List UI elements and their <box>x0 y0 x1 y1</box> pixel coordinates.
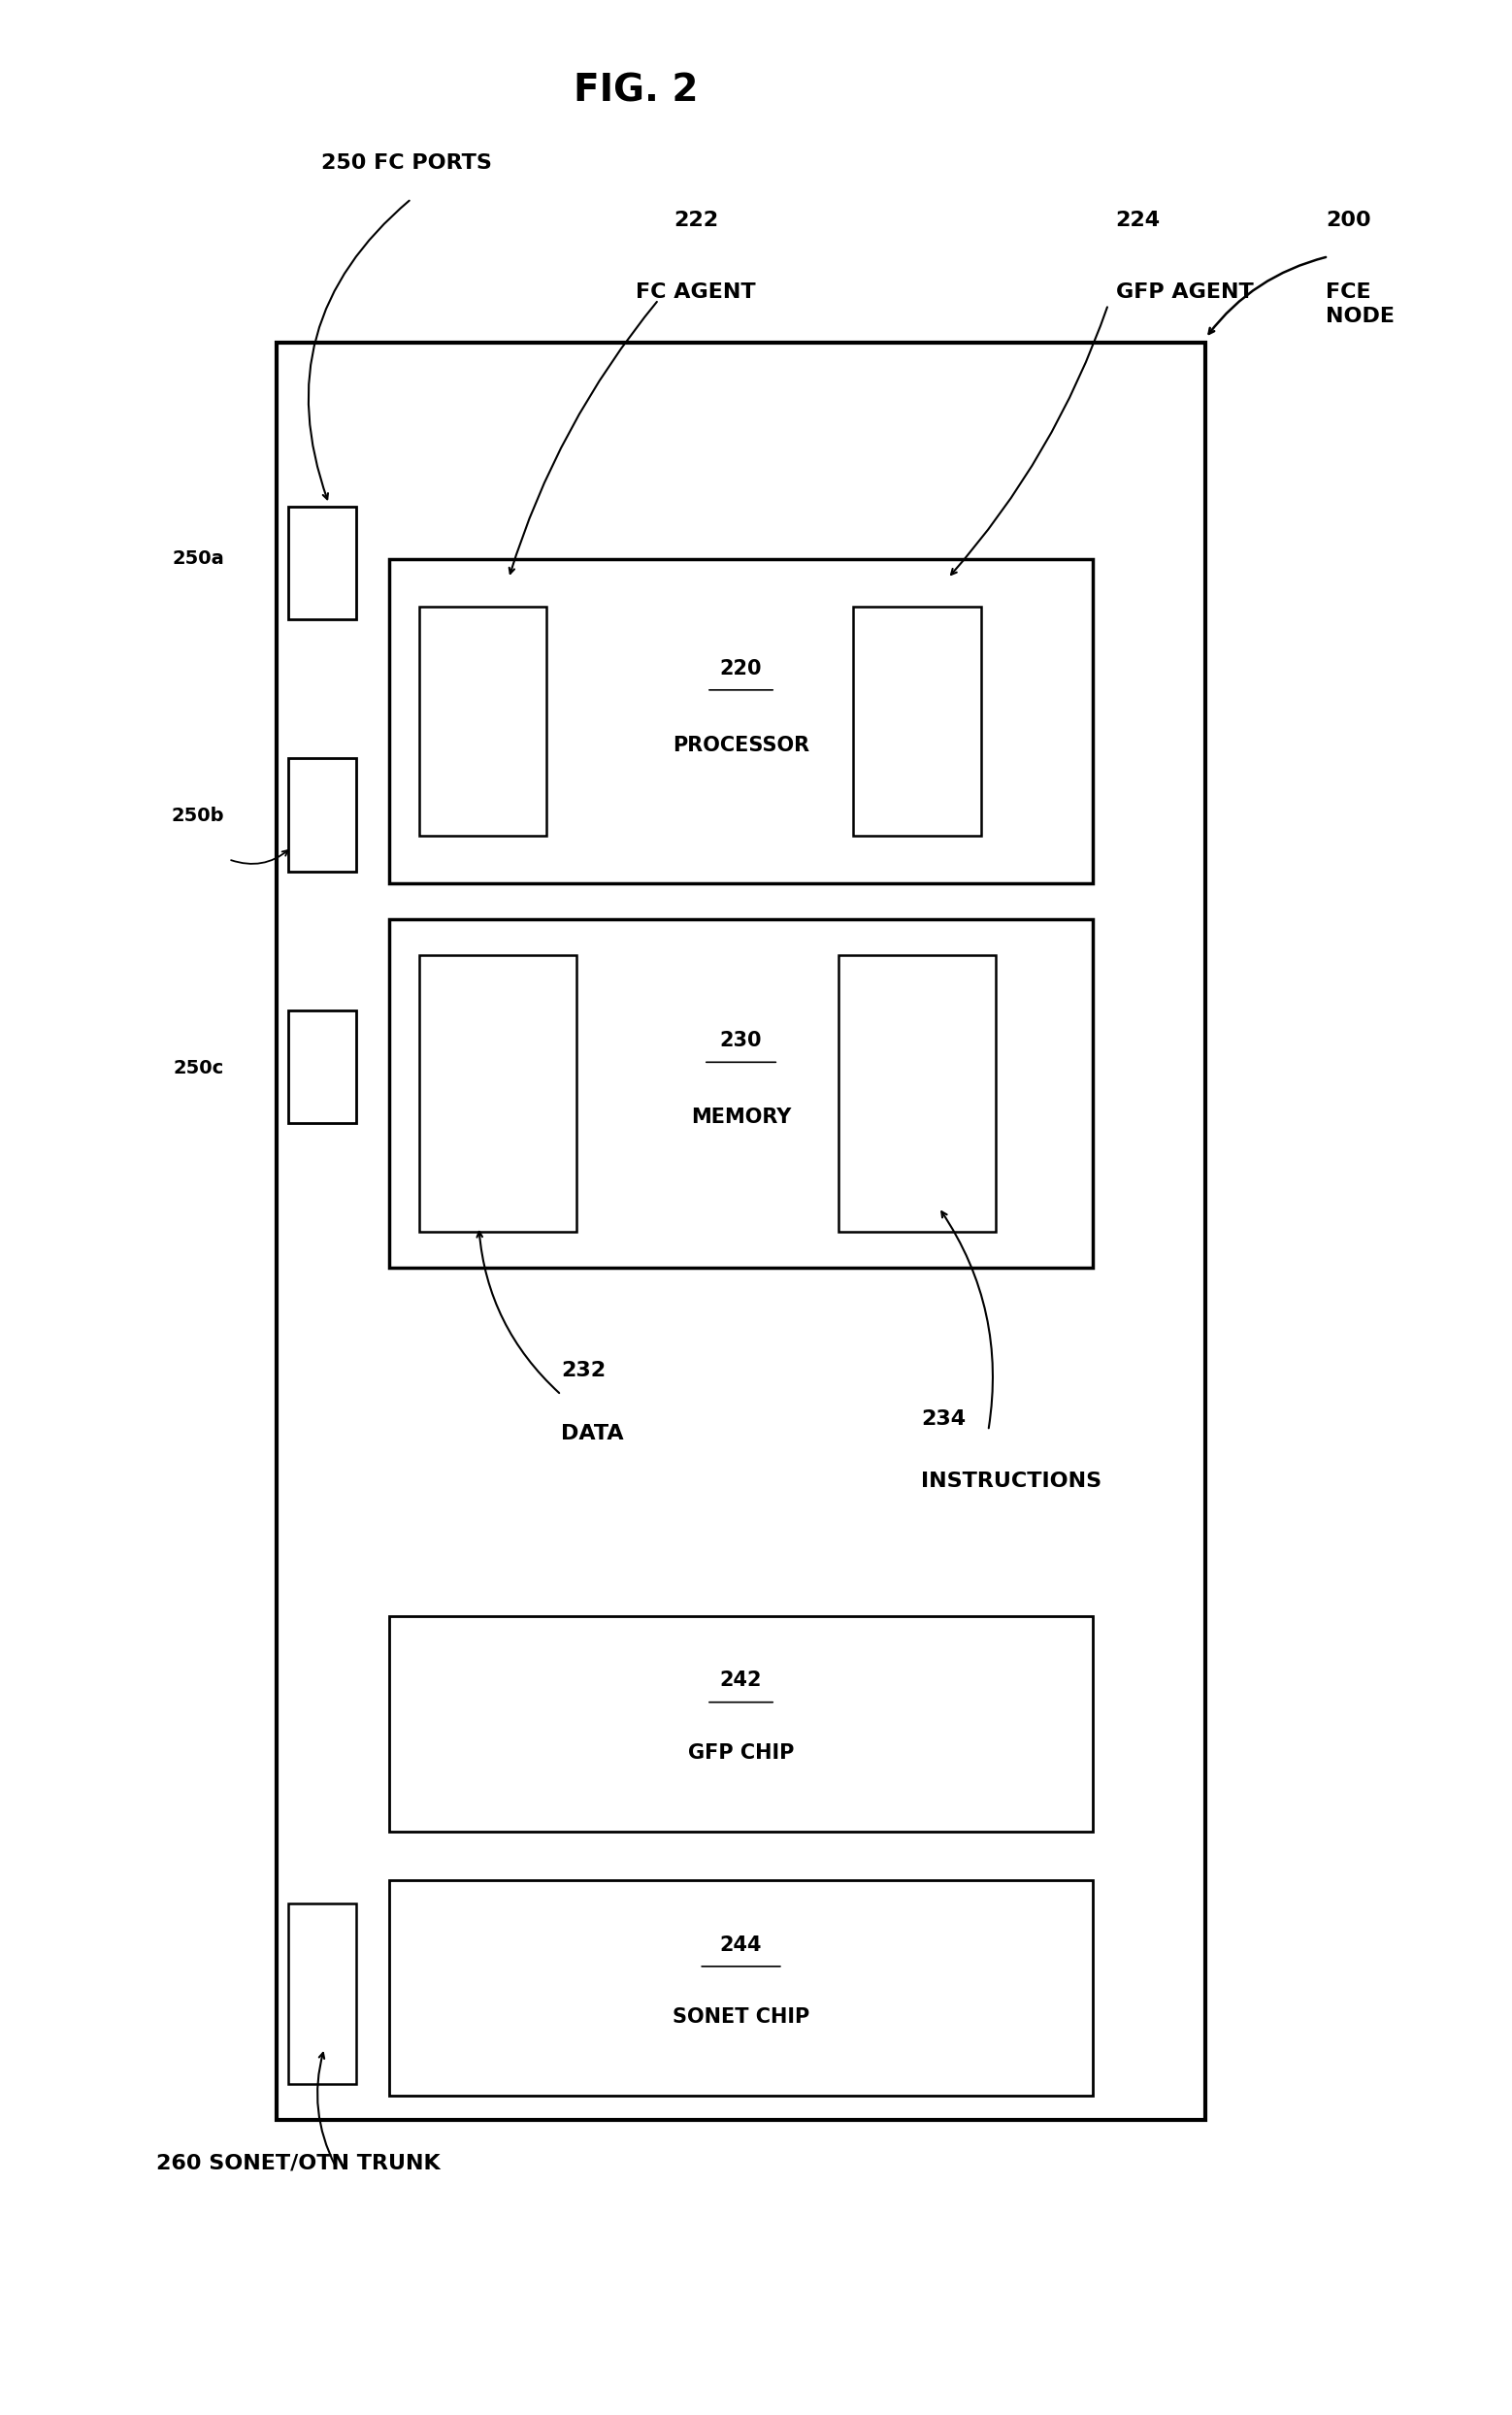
Text: GFP AGENT: GFP AGENT <box>1116 283 1253 302</box>
FancyBboxPatch shape <box>289 1009 355 1123</box>
FancyBboxPatch shape <box>839 956 996 1232</box>
FancyBboxPatch shape <box>389 920 1093 1268</box>
Text: FCE
NODE: FCE NODE <box>1326 283 1394 326</box>
Text: 242: 242 <box>720 1671 762 1690</box>
FancyBboxPatch shape <box>289 1903 355 2084</box>
FancyBboxPatch shape <box>389 1616 1093 1833</box>
Text: MEMORY: MEMORY <box>691 1108 791 1128</box>
FancyBboxPatch shape <box>419 606 546 836</box>
Text: 250 FC PORTS: 250 FC PORTS <box>322 152 491 171</box>
FancyBboxPatch shape <box>277 343 1205 2120</box>
Text: 260 SONET/OTN TRUNK: 260 SONET/OTN TRUNK <box>157 2154 440 2174</box>
FancyBboxPatch shape <box>389 1879 1093 2096</box>
Text: 250a: 250a <box>172 551 224 568</box>
Text: 222: 222 <box>674 210 718 229</box>
Text: 250b: 250b <box>171 807 224 826</box>
FancyBboxPatch shape <box>389 560 1093 884</box>
FancyBboxPatch shape <box>289 507 355 618</box>
Text: INSTRUCTIONS: INSTRUCTIONS <box>921 1471 1101 1490</box>
FancyBboxPatch shape <box>853 606 981 836</box>
Text: 250c: 250c <box>174 1060 224 1077</box>
Text: 232: 232 <box>561 1362 606 1381</box>
FancyBboxPatch shape <box>419 956 576 1232</box>
Text: PROCESSOR: PROCESSOR <box>673 737 809 756</box>
Text: FIG. 2: FIG. 2 <box>573 72 699 109</box>
FancyBboxPatch shape <box>289 758 355 872</box>
Text: DATA: DATA <box>561 1422 624 1444</box>
Text: 244: 244 <box>720 1934 762 1954</box>
Text: 200: 200 <box>1326 210 1371 229</box>
Text: 220: 220 <box>720 659 762 679</box>
Text: SONET CHIP: SONET CHIP <box>673 2007 809 2026</box>
Text: GFP CHIP: GFP CHIP <box>688 1744 794 1763</box>
Text: 224: 224 <box>1116 210 1160 229</box>
Text: 230: 230 <box>720 1031 762 1051</box>
Text: 234: 234 <box>921 1408 966 1430</box>
Text: FC AGENT: FC AGENT <box>637 283 756 302</box>
